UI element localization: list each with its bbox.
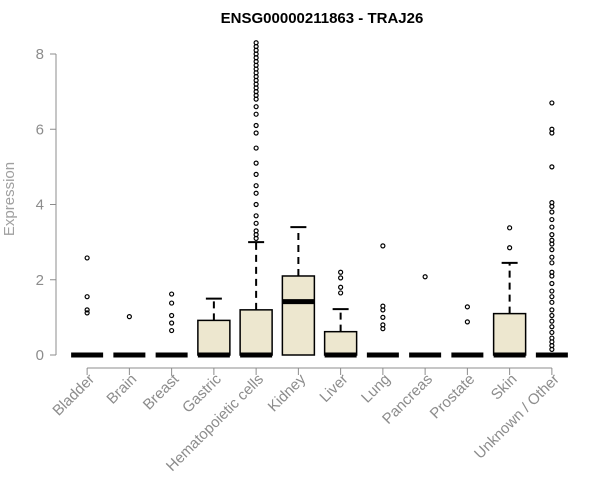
outlier-point: [338, 290, 344, 296]
outlier-point: [380, 314, 386, 320]
box-group: [197, 297, 231, 358]
outlier-point: [549, 130, 555, 136]
box-body: [323, 330, 358, 356]
box-body: [239, 309, 273, 356]
box-body: [492, 312, 527, 356]
outlier-point: [422, 274, 428, 280]
x-tick-label: Lung: [358, 371, 394, 407]
box-group: [71, 255, 104, 358]
outlier-point: [84, 255, 90, 261]
outlier-point: [549, 318, 555, 324]
outlier-point: [84, 294, 90, 300]
outlier-point: [549, 216, 555, 223]
outlier-point: [253, 201, 259, 208]
outlier-point: [253, 145, 259, 151]
outlier-point: [338, 284, 344, 290]
outlier-point: [549, 307, 555, 313]
outlier-point: [549, 247, 555, 253]
outlier-point: [507, 245, 513, 251]
outlier-point: [549, 294, 555, 300]
outlier-point: [169, 320, 175, 326]
box-body: [197, 319, 231, 356]
outlier-point: [169, 300, 175, 306]
outlier-point: [549, 100, 555, 106]
outlier-point: [253, 40, 259, 46]
box-body: [281, 275, 316, 356]
outlier-point: [338, 269, 344, 275]
outlier-point: [253, 228, 259, 234]
x-tick-label: Liver: [316, 371, 351, 406]
x-tick-label: Breast: [140, 370, 183, 413]
y-tick-label: 8: [36, 46, 44, 63]
outlier-point: [253, 220, 259, 226]
box-group: [492, 225, 527, 358]
y-tick-label: 2: [36, 272, 44, 289]
outlier-point: [549, 241, 555, 247]
outlier-point: [253, 183, 259, 189]
outlier-point: [253, 160, 259, 166]
x-tick-label: Bladder: [49, 371, 98, 420]
outlier-point: [253, 171, 259, 177]
box-group: [366, 243, 399, 358]
box-group: [281, 226, 316, 356]
y-tick-label: 0: [36, 347, 44, 364]
x-tick-label: Brain: [103, 371, 140, 408]
outlier-point: [253, 190, 259, 196]
outlier-point: [549, 346, 555, 352]
outlier-point: [464, 319, 470, 325]
outlier-point: [84, 310, 90, 316]
outlier-point: [380, 243, 386, 249]
outlier-point: [84, 307, 90, 313]
y-axis: 0 2 4 6 8: [36, 46, 57, 364]
outlier-point: [507, 225, 513, 231]
outlier-point: [549, 324, 555, 330]
outlier-point: [549, 329, 555, 336]
box-group: [239, 40, 273, 358]
box-group: [113, 314, 146, 358]
box-group: [409, 274, 442, 358]
outlier-point: [380, 307, 386, 313]
outlier-point: [253, 104, 259, 110]
outlier-point: [338, 275, 344, 281]
outlier-point: [253, 130, 259, 136]
plot-area: [71, 40, 568, 358]
box-group: [451, 304, 484, 358]
box-group: [323, 269, 358, 358]
box-group: [155, 291, 188, 358]
outlier-point: [549, 232, 555, 238]
x-tick-label: Kidney: [265, 370, 310, 415]
outlier-point: [549, 273, 555, 279]
y-tick-label: 6: [36, 121, 44, 138]
outlier-point: [253, 122, 259, 129]
y-axis-label: Expression: [1, 162, 18, 236]
outlier-point: [549, 203, 555, 209]
outlier-point: [380, 326, 386, 332]
outlier-point: [549, 164, 555, 170]
outlier-point: [253, 213, 259, 219]
x-tick-label: Skin: [488, 371, 521, 404]
outlier-point: [169, 312, 175, 319]
box-group: [535, 100, 568, 358]
x-tick-label: Prostate: [427, 371, 479, 423]
outlier-point: [549, 299, 555, 305]
y-tick-label: 4: [36, 197, 44, 214]
outlier-point: [169, 291, 175, 297]
outlier-point: [549, 224, 555, 230]
outlier-point: [549, 312, 555, 319]
outlier-point: [169, 327, 175, 334]
outlier-point: [549, 260, 555, 266]
outlier-point: [549, 209, 555, 215]
outlier-point: [549, 254, 555, 260]
chart-title: ENSG00000211863 - TRAJ26: [221, 10, 424, 27]
outlier-point: [464, 304, 470, 310]
outlier-point: [126, 314, 132, 320]
outlier-point: [549, 280, 555, 287]
outlier-point: [549, 288, 555, 294]
outlier-point: [253, 111, 259, 117]
